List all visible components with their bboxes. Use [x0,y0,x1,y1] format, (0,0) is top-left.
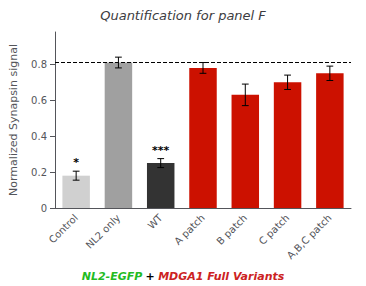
svg-text:0.4: 0.4 [31,131,47,142]
svg-text:+: + [146,270,155,283]
svg-text:B patch: B patch [214,212,249,247]
svg-text:Quantification for panel F: Quantification for panel F [100,8,266,23]
svg-text:Normalized Synapsin signal: Normalized Synapsin signal [7,44,20,196]
svg-text:A,B,C patch: A,B,C patch [285,212,334,261]
svg-text:NL2 only: NL2 only [84,212,123,251]
svg-text:WT: WT [146,211,166,231]
svg-text:Control: Control [47,212,80,245]
svg-text:0: 0 [41,203,47,214]
svg-text:0.2: 0.2 [31,167,47,178]
svg-text:MDGA1 Full Variants: MDGA1 Full Variants [158,270,285,283]
svg-text:C patch: C patch [257,212,292,247]
svg-text:0.6: 0.6 [31,95,47,106]
svg-text:A patch: A patch [172,212,207,247]
svg-text:NL2-EGFP: NL2-EGFP [82,270,143,283]
svg-text:0.8: 0.8 [31,59,47,70]
svg-text:*: * [73,156,79,169]
svg-text:***: *** [152,144,170,157]
